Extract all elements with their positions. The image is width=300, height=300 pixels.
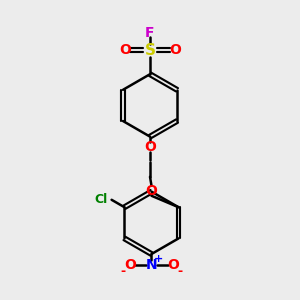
Text: -: - bbox=[177, 265, 182, 278]
Text: O: O bbox=[144, 140, 156, 154]
Text: S: S bbox=[145, 43, 155, 58]
Text: N: N bbox=[146, 258, 157, 272]
Text: O: O bbox=[124, 258, 136, 272]
Text: -: - bbox=[121, 265, 126, 278]
Text: Cl: Cl bbox=[95, 193, 108, 206]
Text: +: + bbox=[153, 254, 163, 264]
Text: F: F bbox=[145, 26, 155, 40]
Text: O: O bbox=[169, 44, 181, 57]
Text: O: O bbox=[146, 184, 158, 198]
Text: O: O bbox=[119, 44, 131, 57]
Text: O: O bbox=[167, 258, 179, 272]
